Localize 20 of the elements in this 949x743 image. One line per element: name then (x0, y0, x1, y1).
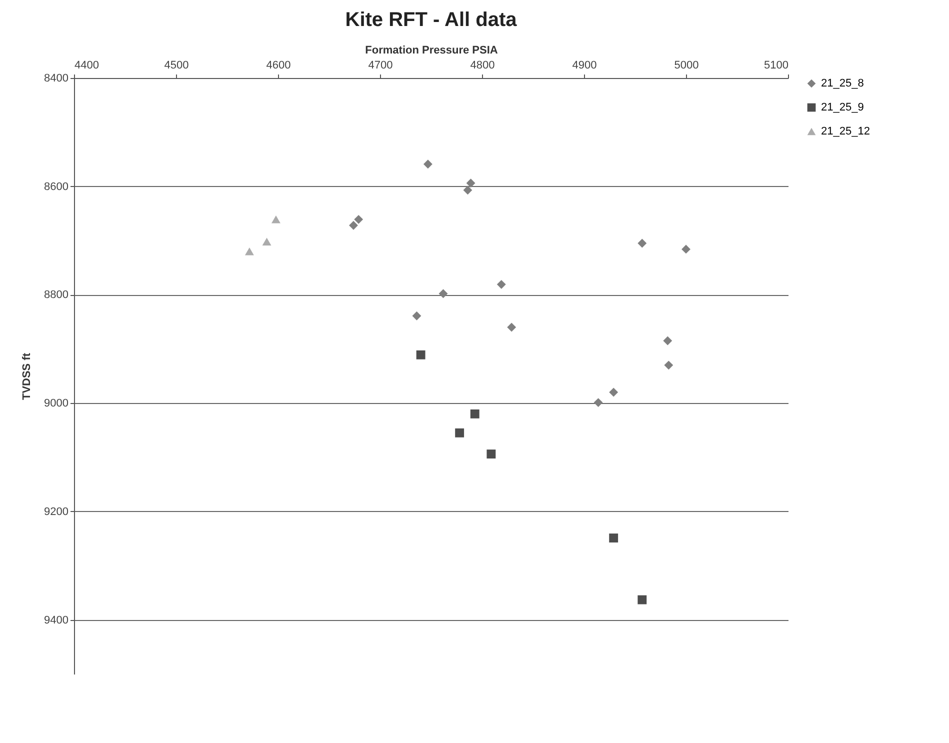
x-tick-label: 4500 (164, 60, 189, 72)
y-tick-label: 8800 (44, 289, 68, 302)
x-tick-label: 4600 (266, 60, 291, 72)
y-axis-title: TVDSS ft (21, 352, 34, 400)
x-tick-label: 4400 (74, 60, 99, 72)
y-tick-label: 9000 (44, 398, 68, 410)
y-tick-label: 9400 (44, 614, 68, 626)
legend-label: 21_25_9 (821, 102, 864, 114)
y-tick-label: 9200 (44, 506, 68, 518)
x-tick-label: 4900 (572, 60, 597, 72)
y-tick-label: 8600 (44, 180, 68, 193)
chart-title: Kite RFT - All data (345, 9, 518, 31)
x-tick-label: 4800 (470, 60, 495, 72)
x-axis-title: Formation Pressure PSIA (365, 44, 498, 56)
legend-label: 21_25_12 (821, 126, 870, 138)
y-tick-label: 8400 (44, 72, 68, 84)
x-tick-label: 5000 (674, 60, 699, 72)
x-tick-label: 5100 (764, 60, 788, 72)
legend-label: 21_25_8 (821, 78, 864, 90)
x-tick-label: 4700 (368, 60, 393, 72)
